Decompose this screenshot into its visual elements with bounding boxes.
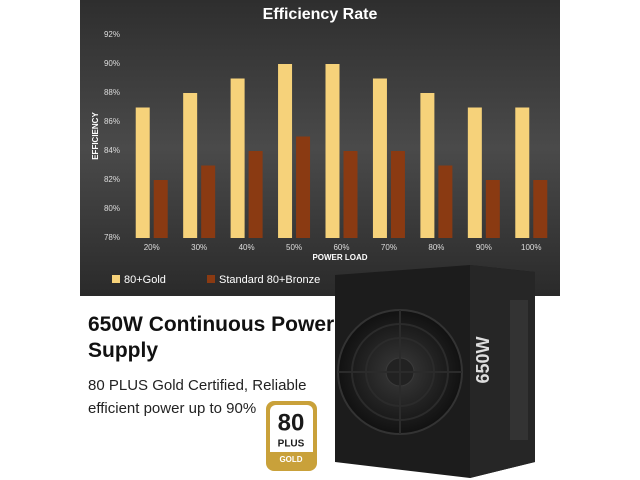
y-tick-label: 90%	[104, 59, 120, 68]
bar	[230, 78, 245, 238]
x-tick-label: 100%	[521, 243, 541, 252]
bar	[438, 165, 453, 238]
badge-plus: PLUS	[278, 439, 305, 450]
y-tick-label: 88%	[104, 88, 120, 97]
bar	[135, 107, 150, 238]
bar	[343, 151, 358, 238]
gold-badge	[266, 401, 317, 471]
description: 80 PLUS Gold Certified, Reliable efficie…	[88, 377, 307, 417]
bar	[296, 136, 311, 238]
headline: 650W Continuous Power Supply	[88, 313, 335, 362]
bar	[515, 107, 530, 238]
legend-label: 80+Gold	[124, 274, 166, 286]
bar	[153, 180, 168, 238]
legend-label: Standard 80+Bronze	[219, 274, 320, 286]
legend-swatch	[207, 275, 215, 283]
x-tick-label: 70%	[381, 243, 397, 252]
x-tick-label: 90%	[476, 243, 492, 252]
y-tick-label: 82%	[104, 175, 120, 184]
y-tick-label: 80%	[104, 204, 120, 213]
badge-number: 80	[278, 409, 305, 436]
bar	[201, 165, 216, 238]
bar	[248, 151, 263, 238]
legend-swatch	[112, 275, 120, 283]
y-tick-label: 92%	[104, 30, 120, 39]
bar	[372, 78, 387, 238]
y-tick-label: 86%	[104, 117, 120, 126]
badge-grade: GOLD	[279, 455, 302, 464]
x-axis-label: POWER LOAD	[312, 253, 367, 262]
bar	[467, 107, 482, 238]
y-axis-label: EFFICIENCY	[91, 112, 100, 160]
x-tick-label: 30%	[191, 243, 207, 252]
x-tick-label: 50%	[286, 243, 302, 252]
bar	[420, 93, 435, 238]
y-tick-label: 78%	[104, 233, 120, 242]
bar	[485, 180, 500, 238]
bar	[183, 93, 198, 238]
bar	[325, 64, 340, 238]
bar	[278, 64, 293, 238]
x-tick-label: 60%	[333, 243, 349, 252]
x-tick-label: 20%	[144, 243, 160, 252]
chart-title: Efficiency Rate	[263, 6, 378, 23]
psu-label: 650W	[473, 336, 493, 383]
x-tick-label: 40%	[239, 243, 255, 252]
y-tick-label: 84%	[104, 146, 120, 155]
x-tick-label: 80%	[428, 243, 444, 252]
bar	[533, 180, 548, 238]
psu-image	[335, 265, 535, 478]
bar	[390, 151, 405, 238]
